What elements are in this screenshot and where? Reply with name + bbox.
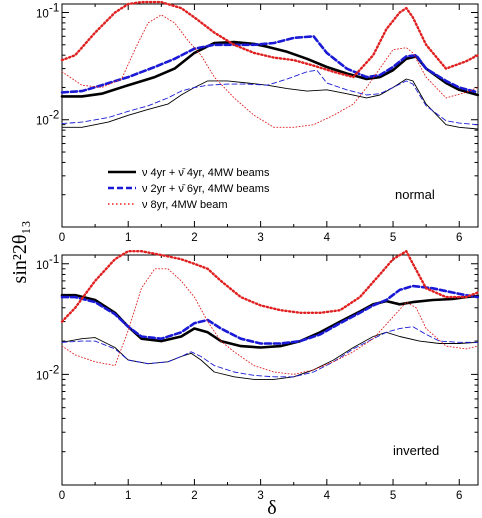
x-tick-label-normal-0: 0 xyxy=(59,232,65,244)
x-tick-label-normal-2: 2 xyxy=(191,232,197,244)
series-normal-a-thin xyxy=(61,78,479,130)
axis-ticks-inverted: 0 1 2 3 4 5 610-110-2 xyxy=(36,254,478,502)
series-normal-b-thick xyxy=(60,35,480,94)
series-inverted-b-thin xyxy=(61,326,479,378)
y-tick-exp-normal-1: -2 xyxy=(49,110,59,122)
x-tick-label-inverted-0: 0 xyxy=(59,490,65,502)
legend-label-b: ν 2yr + ν̄ 6yr, 4MW beams xyxy=(142,183,270,195)
y-tick-label-inverted-0: 10 xyxy=(36,260,49,272)
y-axis-label: sin²2θ₁₃ xyxy=(9,221,31,284)
x-axis-label: δ xyxy=(267,497,276,518)
axis-ticks-normal: 0 1 2 3 4 5 610-110 -2 xyxy=(36,2,478,244)
x-tick-label-normal-5: 5 xyxy=(390,232,396,244)
series-inverted-b-thick xyxy=(60,284,480,345)
annotation-inverted: inverted xyxy=(393,443,439,458)
series-group-normal xyxy=(60,0,480,130)
x-tick-label-inverted-3: 3 xyxy=(257,490,263,502)
legend-label-a: ν 4yr + ν̄ 4yr, 4MW beams xyxy=(142,167,270,179)
series-inverted-a-thin xyxy=(61,331,479,380)
y-tick-exp-inverted-0: -1 xyxy=(49,254,59,266)
x-tick-label-inverted-2: 2 xyxy=(191,490,197,502)
y-tick-label-inverted-1: 10 xyxy=(36,370,49,382)
y-tick-exp-normal-0: -1 xyxy=(49,2,59,14)
series-inverted-c-thin xyxy=(61,268,479,375)
series-normal-b-thin xyxy=(61,69,479,126)
series-normal-c-thin xyxy=(61,14,479,128)
x-tick-label-inverted-4: 4 xyxy=(324,490,331,502)
panel-normal: 0 1 2 3 4 5 610-110 -2 ν 4yr + ν̄ 4yr, 4MW beam… xyxy=(36,0,480,244)
annotation-normal: normal xyxy=(395,187,435,202)
x-tick-label-normal-1: 1 xyxy=(125,232,131,244)
y-tick-label-normal-1: 10 xyxy=(36,116,49,128)
panel-inverted: 0 1 2 3 4 5 610-110-2 inverted xyxy=(36,250,480,502)
series-normal-c-thick xyxy=(60,0,479,79)
series-inverted-c-thick xyxy=(60,250,479,323)
series-group-inverted xyxy=(60,250,480,380)
x-tick-label-inverted-6: 6 xyxy=(456,490,462,502)
x-tick-label-inverted-1: 1 xyxy=(125,490,131,502)
plot-frame-normal xyxy=(61,3,479,228)
legend-label-c: ν 8yr, 4MW beam xyxy=(142,199,228,211)
plot-frame-inverted xyxy=(61,254,479,486)
x-tick-label-normal-6: 6 xyxy=(456,232,462,244)
legend: ν 4yr + ν̄ 4yr, 4MW beams ν 2yr + ν̄ 6yr… xyxy=(108,167,270,211)
y-tick-label-normal-0: 10 xyxy=(36,8,49,20)
x-tick-label-inverted-5: 5 xyxy=(390,490,396,502)
x-tick-label-normal-4: 4 xyxy=(324,232,331,244)
x-tick-label-normal-3: 3 xyxy=(257,232,263,244)
y-tick-exp-inverted-1: -2 xyxy=(49,364,59,376)
